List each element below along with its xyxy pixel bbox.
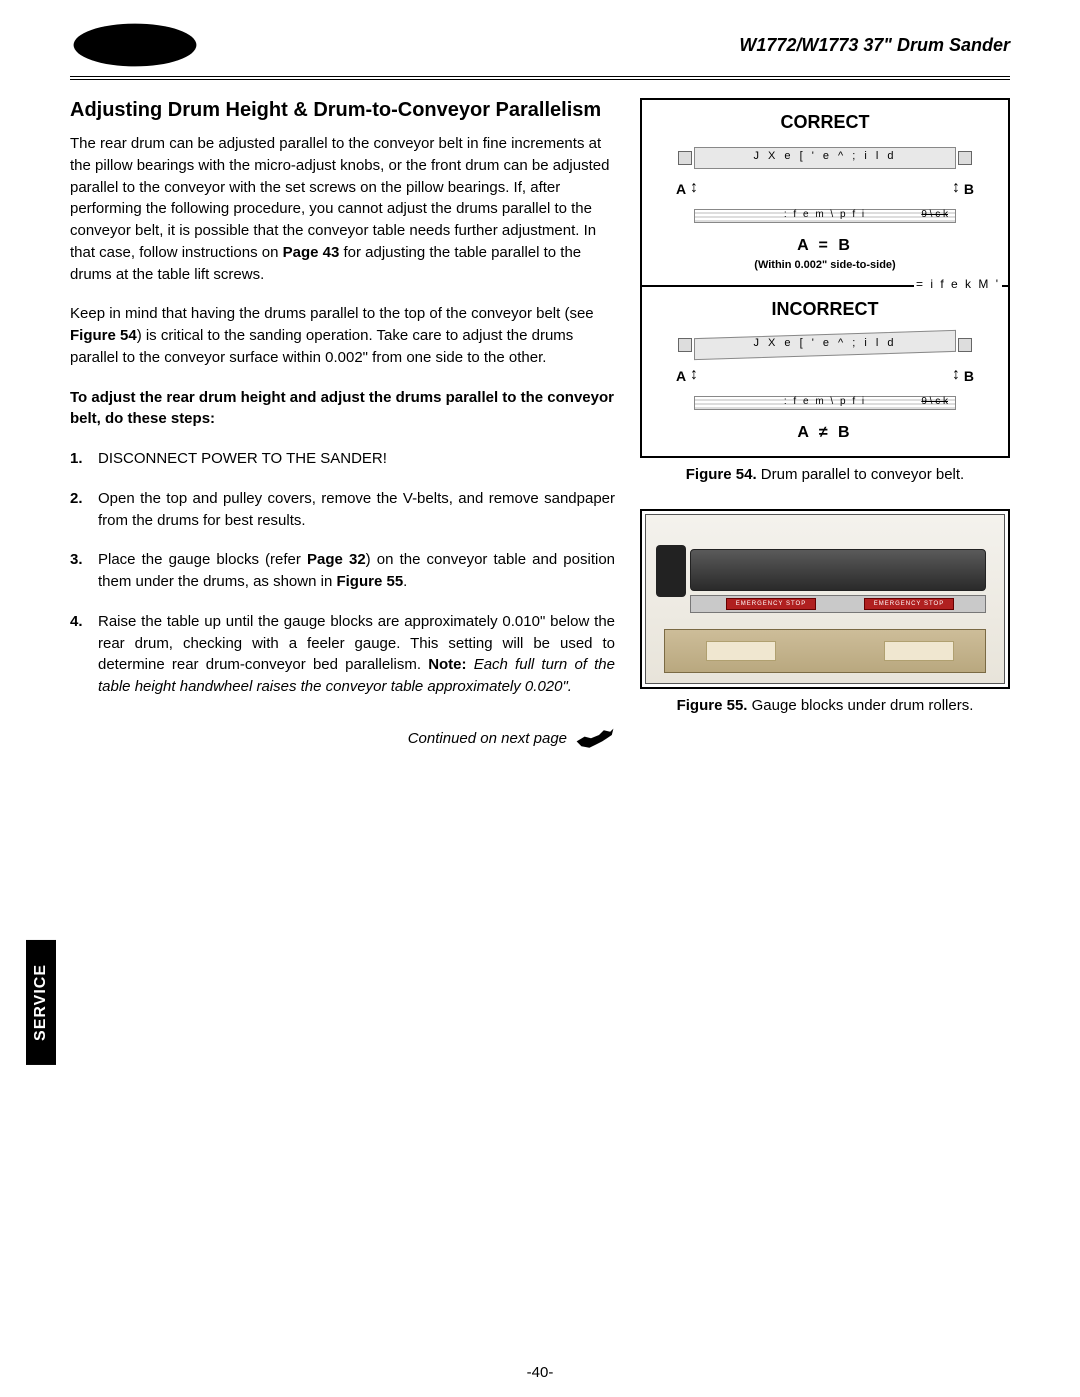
service-side-tab: SERVICE [26, 940, 56, 1065]
fig54-side-note: = i f e k M ' [914, 277, 1002, 291]
svg-text:SHOP FOX: SHOP FOX [96, 38, 176, 55]
fig54-correct-panel: CORRECT J X e [ ' e ^ ; i l d A B [642, 100, 1008, 285]
fig54-correct-title: CORRECT [652, 112, 998, 133]
left-column: Adjusting Drum Height & Drum-to-Conveyor… [70, 98, 615, 752]
fig54-conveyor-incorrect: : f e m \ p f i 9 \ c k [672, 394, 978, 414]
figure-54-caption: Figure 54. Drum parallel to conveyor bel… [640, 464, 1010, 485]
paragraph-2: Keep in mind that having the drums paral… [70, 303, 615, 368]
page: SHOP FOX W1772/W1773 37" Drum Sander Adj… [0, 0, 1080, 1397]
paragraph-1: The rear drum can be adjusted parallel t… [70, 133, 615, 285]
steps-intro: To adjust the rear drum height and adjus… [70, 387, 615, 431]
fig54-equation-correct: A = B [652, 237, 998, 255]
figure-55-caption: Figure 55. Gauge blocks under drum rolle… [640, 695, 1010, 716]
fig54-equation-incorrect: A ≠ B [652, 424, 998, 442]
content-columns: Adjusting Drum Height & Drum-to-Conveyor… [70, 98, 1010, 752]
updown-arrow-icon [690, 183, 698, 193]
page-number: -40- [0, 1364, 1080, 1381]
figure-54-diagram: CORRECT J X e [ ' e ^ ; i l d A B [640, 98, 1010, 458]
continued-notice: Continued on next page [70, 726, 615, 752]
fig54-drum-incorrect: J X e [ ' e ^ ; i l d [672, 330, 978, 362]
updown-arrow-icon [690, 370, 698, 380]
steps-list: DISCONNECT POWER TO THE SANDER! Open the… [70, 448, 615, 698]
updown-arrow-icon [952, 183, 960, 193]
fig54-conveyor-correct: : f e m \ p f i 9 \ c k [672, 207, 978, 227]
right-column: CORRECT J X e [ ' e ^ ; i l d A B [640, 98, 1010, 752]
document-title: W1772/W1773 37" Drum Sander [739, 35, 1010, 56]
updown-arrow-icon [952, 370, 960, 380]
fox-icon [575, 726, 615, 752]
step-2: Open the top and pulley covers, remove t… [70, 488, 615, 532]
step-1: DISCONNECT POWER TO THE SANDER! [70, 448, 615, 470]
figure-55-photo: EMERGENCY STOP EMERGENCY STOP [640, 509, 1010, 689]
step-3: Place the gauge blocks (refer Page 32) o… [70, 549, 615, 593]
fig54-tolerance: (Within 0.002" side-to-side) [652, 259, 998, 271]
body-text: The rear drum can be adjusted parallel t… [70, 133, 615, 369]
page-header: SHOP FOX W1772/W1773 37" Drum Sander [70, 20, 1010, 80]
section-heading: Adjusting Drum Height & Drum-to-Conveyor… [70, 98, 615, 123]
fig54-incorrect-title: INCORRECT [652, 299, 998, 320]
step-4: Raise the table up until the gauge block… [70, 611, 615, 698]
fig54-drum-correct: J X e [ ' e ^ ; i l d [672, 143, 978, 175]
fig54-incorrect-panel: = i f e k M ' INCORRECT J X e [ ' e ^ ; … [642, 285, 1008, 456]
shopfox-logo: SHOP FOX [70, 20, 200, 70]
